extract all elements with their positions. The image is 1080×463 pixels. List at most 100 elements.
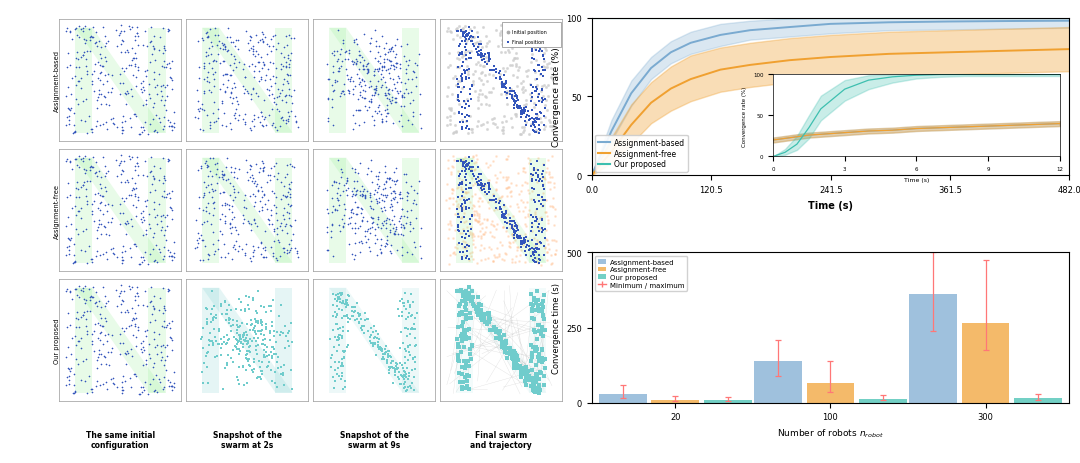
Point (222, 126, 240, 134)
Point (396, 378, 414, 386)
Point (492, 206, 510, 213)
Point (381, 175, 399, 182)
Point (347, 251, 364, 259)
Point (338, 297, 355, 305)
Point (93, 55, 110, 63)
Point (60, 158, 78, 165)
Point (213, 123, 230, 130)
Point (266, 163, 283, 170)
Point (156, 43, 173, 50)
Point (405, 239, 422, 246)
Point (337, 383, 354, 391)
Point (59, 364, 77, 372)
Point (515, 240, 532, 247)
Point (513, 197, 530, 204)
Point (528, 218, 545, 225)
Point (283, 93, 300, 100)
Polygon shape (456, 288, 546, 393)
Point (449, 213, 467, 220)
Point (68, 324, 85, 331)
Point (58, 285, 76, 293)
Point (94, 193, 111, 200)
Point (256, 163, 273, 171)
Point (190, 39, 207, 46)
Point (477, 256, 495, 263)
Point (282, 161, 299, 169)
Point (381, 58, 399, 65)
Point (530, 382, 548, 389)
Point (75, 52, 92, 60)
Point (524, 353, 541, 361)
Point (69, 309, 86, 316)
Point (348, 61, 365, 68)
Point (468, 306, 485, 313)
Point (529, 175, 546, 182)
Point (198, 158, 215, 166)
Point (457, 204, 474, 211)
Point (450, 52, 468, 60)
Point (91, 38, 108, 46)
Point (476, 53, 494, 60)
Point (494, 343, 511, 350)
Point (347, 316, 364, 324)
Point (387, 365, 404, 373)
Point (253, 327, 270, 335)
Point (347, 56, 364, 64)
Point (245, 112, 262, 119)
Point (470, 304, 487, 311)
Point (449, 158, 467, 165)
Point (99, 201, 117, 208)
Polygon shape (329, 29, 347, 133)
Point (505, 228, 523, 236)
Point (146, 175, 163, 182)
Point (286, 217, 303, 225)
Point (402, 220, 419, 228)
Point (217, 213, 234, 220)
Point (380, 216, 397, 223)
Point (503, 259, 521, 267)
Point (249, 39, 267, 46)
Point (462, 168, 480, 175)
Point (161, 333, 178, 341)
Point (113, 390, 131, 397)
Point (79, 327, 96, 335)
Point (227, 106, 244, 114)
Point (381, 183, 399, 191)
Point (347, 308, 364, 315)
Point (453, 187, 470, 194)
Point (129, 154, 146, 161)
Point (374, 196, 391, 204)
Point (258, 179, 275, 187)
Point (381, 175, 399, 182)
Point (360, 69, 377, 76)
Point (255, 124, 272, 131)
Point (333, 362, 350, 369)
Point (229, 374, 246, 381)
Point (203, 39, 220, 46)
Point (72, 183, 90, 191)
Point (351, 89, 368, 96)
Point (249, 187, 267, 194)
Point (220, 77, 238, 84)
Point (453, 297, 470, 305)
Point (229, 376, 246, 384)
Point (527, 232, 544, 239)
Point (447, 73, 464, 81)
Point (216, 241, 233, 249)
Point (373, 250, 390, 257)
Point (392, 213, 409, 220)
Point (255, 190, 272, 198)
Point (60, 192, 78, 199)
Point (486, 323, 503, 331)
Point (342, 214, 360, 221)
Point (152, 97, 170, 104)
Point (445, 131, 462, 138)
Point (492, 341, 510, 349)
Point (212, 216, 229, 224)
Point (366, 335, 383, 342)
Point (195, 219, 213, 226)
Point (154, 155, 172, 163)
Point (195, 88, 213, 95)
Point (91, 217, 108, 225)
Point (449, 184, 467, 192)
